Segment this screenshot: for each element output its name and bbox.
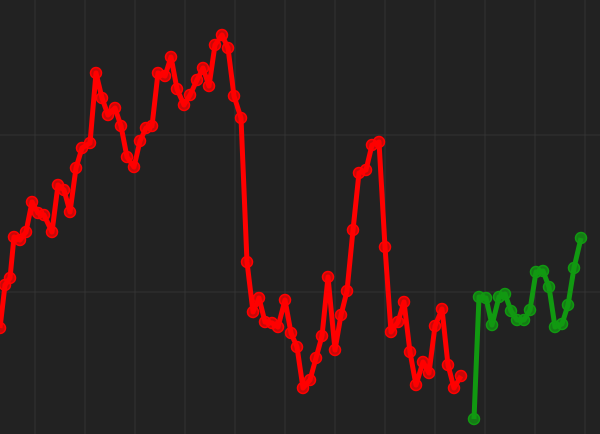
data-point [479, 291, 493, 305]
data-point [0, 321, 7, 335]
data-point [567, 261, 581, 275]
data-point [334, 308, 348, 322]
data-point [202, 79, 216, 93]
data-point [435, 302, 449, 316]
data-point [208, 38, 222, 52]
data-point [37, 208, 51, 222]
data-point [416, 355, 430, 369]
data-point [271, 320, 285, 334]
data-point [485, 318, 499, 332]
data-point [221, 41, 235, 55]
data-point [45, 225, 59, 239]
data-point [177, 98, 191, 112]
data-point [303, 373, 317, 387]
data-point [523, 303, 537, 317]
data-point [536, 264, 550, 278]
data-point [127, 160, 141, 174]
data-point [227, 89, 241, 103]
data-point [422, 366, 436, 380]
data-point [63, 205, 77, 219]
data-point [391, 315, 405, 329]
data-point [321, 270, 335, 284]
data-point [278, 293, 292, 307]
data-point [328, 343, 342, 357]
data-point [561, 298, 575, 312]
data-point [108, 101, 122, 115]
data-point [114, 119, 128, 133]
data-point [215, 28, 229, 42]
data-point [428, 319, 442, 333]
data-point [83, 136, 97, 150]
data-point [252, 291, 266, 305]
data-point [309, 351, 323, 365]
data-point [454, 369, 468, 383]
data-point [158, 69, 172, 83]
data-point [95, 91, 109, 105]
data-point [183, 88, 197, 102]
data-point [196, 61, 210, 75]
data-point [170, 82, 184, 96]
data-point [246, 305, 260, 319]
data-point [296, 381, 310, 395]
data-point [69, 161, 83, 175]
data-point [133, 134, 147, 148]
data-point [290, 340, 304, 354]
data-point [574, 231, 588, 245]
data-point [504, 304, 518, 318]
data-point [57, 183, 71, 197]
data-point [346, 223, 360, 237]
data-point [19, 225, 33, 239]
data-point [403, 345, 417, 359]
data-point [315, 329, 329, 343]
data-point [384, 325, 398, 339]
data-point [447, 381, 461, 395]
data-point [498, 287, 512, 301]
data-point [372, 135, 386, 149]
data-point [284, 326, 298, 340]
data-point [234, 111, 248, 125]
data-point [3, 271, 17, 285]
data-point [441, 358, 455, 372]
data-point [467, 412, 481, 426]
data-point [378, 240, 392, 254]
data-point [542, 280, 556, 294]
data-point [517, 313, 531, 327]
data-point [555, 317, 569, 331]
data-point [164, 50, 178, 64]
data-point [409, 378, 423, 392]
data-point [89, 66, 103, 80]
data-point [340, 284, 354, 298]
data-point [145, 119, 159, 133]
data-point [120, 150, 134, 164]
data-point [397, 295, 411, 309]
data-point [359, 163, 373, 177]
data-point [190, 73, 204, 87]
data-point [25, 195, 39, 209]
data-point [240, 255, 254, 269]
